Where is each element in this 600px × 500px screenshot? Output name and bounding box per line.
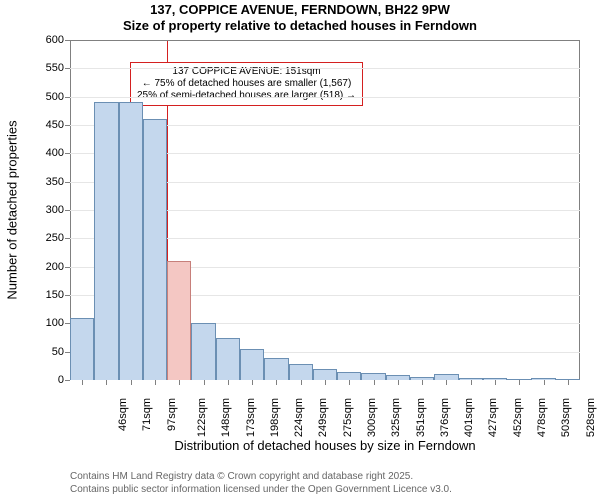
y-tick-label: 450 [46, 119, 70, 131]
bar [289, 364, 313, 380]
y-tick-label: 150 [46, 289, 70, 301]
x-axis-title: Distribution of detached houses by size … [70, 438, 580, 453]
x-tick-label: 452sqm [512, 390, 524, 437]
y-axis-title: Number of detached properties [5, 120, 20, 299]
x-tick-label: 401sqm [463, 390, 475, 437]
y-tick-label: 0 [58, 374, 70, 386]
x-tick-label: 376sqm [439, 390, 451, 437]
x-tick-label: 148sqm [220, 390, 232, 437]
attribution-line-1: Contains HM Land Registry data © Crown c… [70, 471, 452, 484]
x-tick-label: 224sqm [293, 390, 305, 437]
x-tick-label: 478sqm [536, 390, 548, 437]
y-tick-label: 100 [46, 317, 70, 329]
bar [313, 369, 337, 380]
bar [143, 119, 167, 380]
plot-area: 137 COPPICE AVENUE: 151sqm ← 75% of deta… [70, 40, 580, 380]
bar [94, 102, 118, 380]
y-tick-label: 350 [46, 176, 70, 188]
chart-title: 137, COPPICE AVENUE, FERNDOWN, BH22 9PW [0, 0, 600, 18]
bar [70, 318, 94, 380]
bar-highlight [167, 261, 191, 380]
attribution-line-2: Contains public sector information licen… [70, 484, 452, 497]
x-tick-label: 300sqm [366, 390, 378, 437]
y-tick-label: 50 [52, 346, 70, 358]
x-tick-label: 325sqm [390, 390, 402, 437]
bar [361, 373, 385, 380]
y-tick-label: 250 [46, 232, 70, 244]
y-tick-label: 600 [46, 34, 70, 46]
y-tick-label: 300 [46, 204, 70, 216]
x-tick-label: 427sqm [488, 390, 500, 437]
chart-subtitle: Size of property relative to detached ho… [0, 18, 600, 34]
y-tick-label: 200 [46, 261, 70, 273]
x-tick-label: 275sqm [342, 390, 354, 437]
x-tick-label: 351sqm [415, 390, 427, 437]
chart-container: 137, COPPICE AVENUE, FERNDOWN, BH22 9PW … [0, 0, 600, 500]
x-tick-label: 198sqm [269, 390, 281, 437]
x-tick-label: 249sqm [318, 390, 330, 437]
bar [337, 372, 361, 381]
x-tick-label: 97sqm [166, 390, 178, 431]
y-tick-label: 400 [46, 147, 70, 159]
bar [240, 349, 264, 380]
callout-line-2: ← 75% of detached houses are smaller (1,… [137, 78, 356, 90]
bar [216, 338, 240, 381]
x-tick-label: 122sqm [196, 390, 208, 437]
y-tick-label: 500 [46, 91, 70, 103]
x-tick-label: 46sqm [117, 390, 129, 431]
x-tick-label: 503sqm [560, 390, 572, 437]
x-tick-label: 173sqm [245, 390, 257, 437]
x-tick-label: 71sqm [141, 390, 153, 431]
x-tick-label: 528sqm [585, 390, 597, 437]
bar [119, 102, 143, 380]
bar [191, 323, 215, 380]
attribution: Contains HM Land Registry data © Crown c… [70, 471, 452, 496]
bar [264, 358, 288, 380]
y-tick-label: 550 [46, 62, 70, 74]
